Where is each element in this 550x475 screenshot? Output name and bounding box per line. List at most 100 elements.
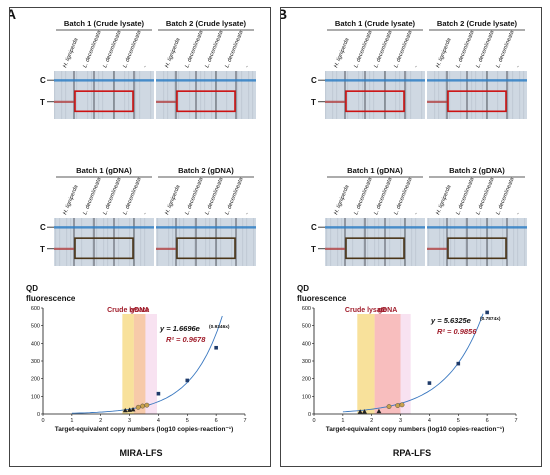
lfs-strip-texture bbox=[352, 218, 354, 266]
y-tick-label: 0 bbox=[308, 412, 311, 418]
x-tick-label: 0 bbox=[41, 418, 44, 424]
lfs-strip-texture bbox=[226, 71, 228, 119]
lfs-strip-lane-divider bbox=[364, 71, 366, 119]
lfs-strip-highlight-box bbox=[74, 90, 134, 113]
lfs-strip bbox=[54, 71, 154, 119]
lfs-strip-texture bbox=[406, 71, 408, 119]
lfs-strip-texture bbox=[519, 71, 521, 119]
data-point-triangle bbox=[130, 406, 136, 412]
fit-r-squared: R² = 0.9856 bbox=[437, 327, 477, 336]
batch-label: Batch 2 (gDNA) bbox=[178, 166, 234, 175]
lfs-strip-lane-divider bbox=[486, 218, 488, 266]
data-point-triangle bbox=[127, 407, 132, 412]
y-tick-label: 0 bbox=[37, 412, 40, 418]
lfs-strip-test-band bbox=[54, 247, 74, 250]
lfs-strip-texture bbox=[139, 71, 141, 119]
lfs-strip-texture bbox=[482, 71, 484, 119]
lane-label: - bbox=[413, 212, 419, 216]
lane-label: L. decemlineata bbox=[184, 30, 204, 69]
lfs-strip-lane-divider bbox=[215, 218, 217, 266]
method-label: RPA-LFS bbox=[393, 448, 431, 458]
lane-label: L. decemlineata bbox=[475, 177, 495, 216]
lfs-strip-lane-divider bbox=[344, 71, 346, 119]
lane-label: L. decemlineata bbox=[495, 30, 515, 69]
lfs-strip-lane-divider bbox=[404, 71, 406, 119]
lfs-strip-texture bbox=[341, 218, 343, 266]
data-point-square bbox=[185, 378, 190, 383]
lfs-strip-test-band bbox=[54, 100, 74, 103]
lfs-strip-texture bbox=[517, 218, 519, 266]
test-line-label: T bbox=[311, 245, 316, 254]
lane-label: H. ligniperda bbox=[333, 37, 350, 68]
lfs-strip-texture bbox=[103, 218, 105, 266]
batch-label: Batch 2 (Crude lysate) bbox=[437, 19, 518, 28]
lfs-strip-texture bbox=[220, 218, 222, 266]
lfs-strip-control-band bbox=[54, 79, 154, 82]
lfs-strip-texture bbox=[487, 218, 489, 266]
lane-label: L. decemlineata bbox=[495, 177, 515, 216]
lfs-strip-texture bbox=[118, 218, 120, 266]
x-tick-label: 2 bbox=[99, 418, 102, 424]
lfs-strip-texture bbox=[167, 71, 169, 119]
lane-label: H. ligniperda bbox=[164, 184, 181, 215]
region-label: Crude lysate bbox=[107, 307, 149, 314]
lfs-strip-highlight-box bbox=[345, 237, 405, 260]
lfs-strip-control-band bbox=[325, 79, 425, 82]
lfs-strip-texture bbox=[395, 71, 397, 119]
lfs-strip-lane-divider bbox=[195, 71, 197, 119]
control-line-label: C bbox=[40, 76, 46, 85]
control-line-label: C bbox=[40, 223, 46, 232]
lane-label: L. decemlineata bbox=[353, 30, 373, 69]
chart-region bbox=[145, 314, 157, 414]
lfs-strip-lane-divider bbox=[344, 218, 346, 266]
x-tick-label: 5 bbox=[457, 418, 460, 424]
test-line-label: T bbox=[40, 98, 45, 107]
lfs-strip-texture bbox=[512, 71, 514, 119]
lane-label: H. ligniperda bbox=[333, 184, 350, 215]
lfs-strip-lane-divider bbox=[113, 218, 115, 266]
x-tick-label: 6 bbox=[486, 418, 489, 424]
data-point-circle bbox=[399, 402, 405, 408]
lfs-strip-texture bbox=[449, 71, 451, 119]
data-point-square bbox=[456, 361, 461, 366]
chart-region bbox=[374, 314, 401, 414]
lfs-strip-control-band bbox=[325, 226, 425, 229]
lfs-strip-texture bbox=[480, 218, 482, 266]
y-tick-label: 100 bbox=[31, 394, 40, 400]
panel-b: B Batch 1 (Crude lysate) H. ligniperda L. d… bbox=[280, 7, 542, 467]
lfs-strip-lane-divider bbox=[93, 71, 95, 119]
lfs-strip-texture bbox=[55, 218, 57, 266]
lfs-strip-texture bbox=[157, 218, 159, 266]
lfs-strip-texture bbox=[87, 71, 89, 119]
lane-label: L. decemlineata bbox=[455, 30, 475, 69]
lfs-strip-lane-divider bbox=[235, 218, 237, 266]
lfs-strip-texture bbox=[445, 71, 447, 119]
x-axis-label: Target-equivalent copy numbers (log10 co… bbox=[55, 426, 233, 433]
lane-label: L. decemlineata bbox=[82, 30, 102, 69]
lfs-strip-lane-divider bbox=[113, 71, 115, 119]
lfs-strip-texture bbox=[347, 71, 349, 119]
lane-label: H. ligniperda bbox=[62, 184, 79, 215]
fit-equation-exponent: (0.9346x) bbox=[209, 324, 230, 330]
lfs-strip-lane-divider bbox=[446, 218, 448, 266]
lfs-strip-texture bbox=[216, 218, 218, 266]
y-axis-label: QD bbox=[297, 284, 309, 293]
lfs-strip-texture bbox=[332, 71, 334, 119]
lfs-strip-highlight-box bbox=[74, 237, 134, 260]
y-tick-label: 200 bbox=[31, 377, 40, 383]
batch-label: Batch 2 (gDNA) bbox=[449, 166, 505, 175]
lfs-strip-texture bbox=[476, 218, 478, 266]
batch-label: Batch 1 (gDNA) bbox=[76, 166, 132, 175]
lfs-strip-test-band bbox=[325, 100, 345, 103]
lfs-strip-highlight-box bbox=[345, 90, 405, 113]
lfs-strip-texture bbox=[400, 218, 402, 266]
fit-equation: y = 1.6696e bbox=[159, 324, 200, 333]
lfs-strip-lane-divider bbox=[364, 218, 366, 266]
lfs-strip-lane-divider bbox=[93, 218, 95, 266]
lfs-strip-texture bbox=[174, 71, 176, 119]
lfs-strip-texture bbox=[326, 218, 328, 266]
panel-letter: B bbox=[281, 8, 287, 22]
region-label: gDNA bbox=[130, 307, 149, 314]
x-tick-label: 1 bbox=[341, 418, 344, 424]
